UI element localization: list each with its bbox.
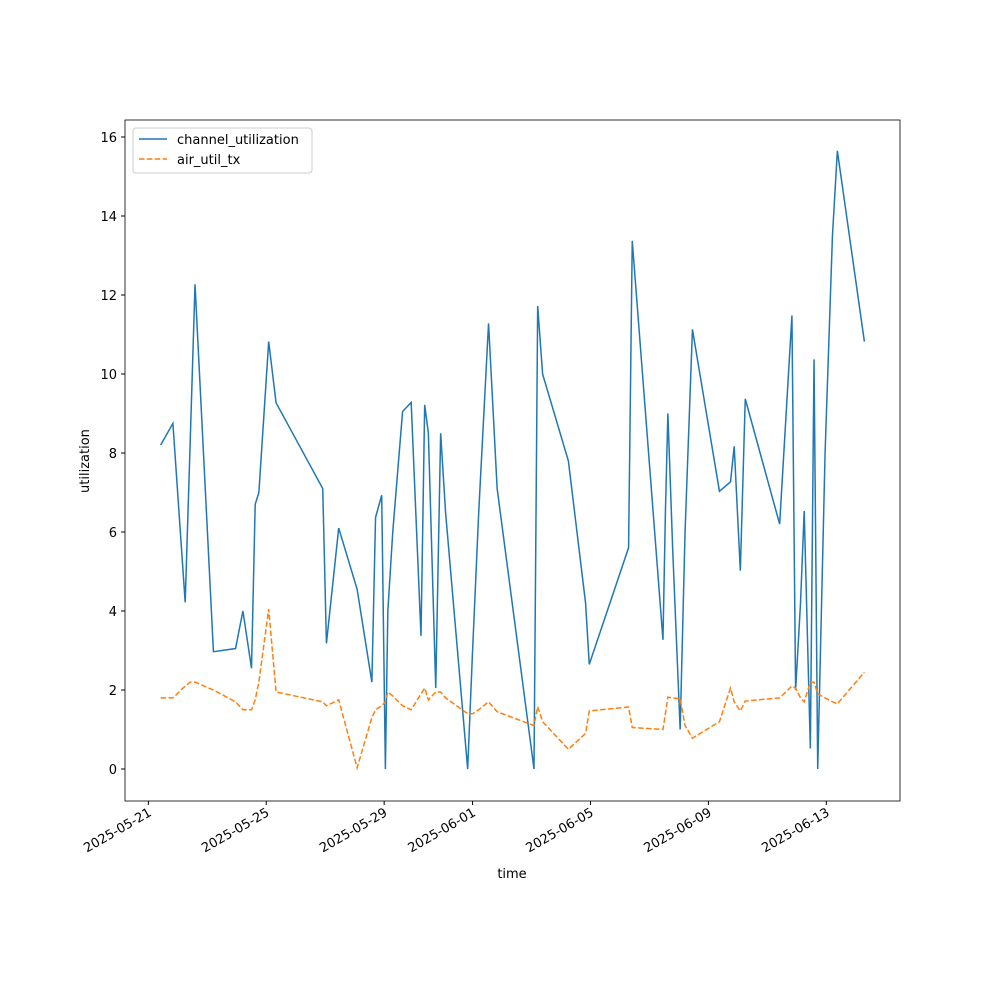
data-line [160, 608, 865, 771]
y-tick-label: 6 [109, 526, 117, 541]
y-tick-label: 16 [100, 131, 117, 146]
data-line [159, 150, 866, 770]
y-tick-label: 4 [109, 605, 117, 620]
legend: channel_utilization air_util_tx [132, 127, 313, 174]
x-axis-label: time [497, 867, 526, 882]
legend-label: channel_utilization [177, 133, 299, 148]
y-axis-label: utilization [78, 429, 93, 493]
y-tick-label: 12 [100, 289, 117, 304]
legend-box [132, 127, 313, 174]
y-tick-label: 10 [100, 368, 117, 383]
y-tick-label: 0 [109, 763, 117, 778]
y-tick-label: 14 [100, 210, 117, 225]
legend-label: air_util_tx [177, 153, 241, 168]
y-tick-label: 8 [109, 447, 117, 462]
plot-frame [124, 119, 901, 802]
y-tick-label: 2 [109, 684, 117, 699]
